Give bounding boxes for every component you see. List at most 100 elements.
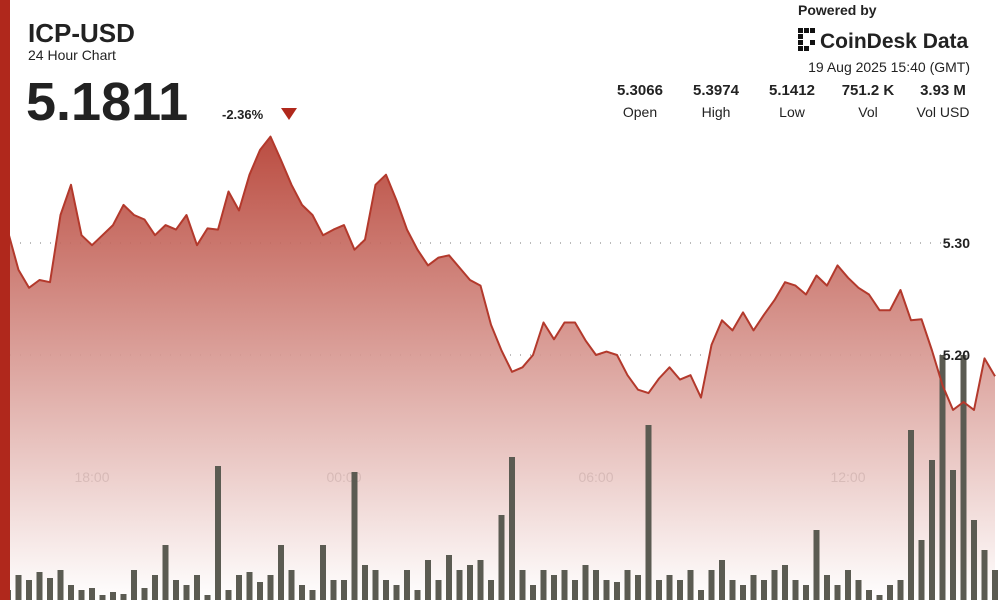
volume-bar bbox=[351, 472, 358, 600]
volume-bar bbox=[645, 425, 652, 600]
volume-bar bbox=[372, 570, 379, 600]
y-tick-label: 5.30 bbox=[943, 235, 970, 251]
down-arrow bbox=[281, 108, 297, 120]
volume-bar bbox=[57, 570, 64, 600]
volume-bar bbox=[666, 575, 673, 600]
volume-bar bbox=[278, 545, 284, 600]
volume-bar bbox=[341, 580, 347, 600]
volume-bar bbox=[582, 565, 589, 600]
stat-value: 5.3974 bbox=[693, 82, 740, 99]
volume-bar bbox=[687, 570, 694, 600]
logo-icon bbox=[798, 28, 815, 51]
volume-bar bbox=[362, 565, 368, 600]
price-area bbox=[10, 136, 995, 600]
volume-bar bbox=[908, 430, 914, 600]
volume-bar bbox=[204, 595, 211, 600]
volume-bar bbox=[950, 470, 956, 600]
volume-bar bbox=[698, 590, 704, 600]
volume-bar bbox=[10, 590, 11, 600]
volume-bar bbox=[866, 590, 872, 600]
volume-bar bbox=[887, 585, 893, 600]
volume-bar bbox=[845, 570, 851, 600]
volume-bar bbox=[960, 355, 967, 600]
volume-bar bbox=[26, 580, 32, 600]
volume-bar bbox=[992, 570, 998, 600]
change: -2.36% bbox=[222, 107, 264, 122]
volume-bar bbox=[68, 585, 74, 600]
volume-bar bbox=[320, 545, 326, 600]
price: 5.1811 bbox=[26, 72, 188, 132]
volume-bar bbox=[257, 582, 263, 600]
volume-bar bbox=[36, 572, 43, 600]
price-line bbox=[10, 135, 996, 411]
volume-bar bbox=[813, 530, 820, 600]
volume-bar bbox=[834, 585, 841, 600]
volume-bar bbox=[477, 560, 484, 600]
volume-bar bbox=[792, 580, 799, 600]
volume-bar bbox=[299, 585, 305, 600]
volume-bar bbox=[551, 575, 557, 600]
volume-bar bbox=[89, 588, 95, 600]
volume-bar bbox=[194, 575, 200, 600]
volume-bar bbox=[99, 595, 106, 600]
volume-bar bbox=[467, 565, 473, 600]
stat-label: Vol bbox=[858, 104, 877, 120]
volume-bar bbox=[519, 570, 526, 600]
volume-bar bbox=[456, 570, 463, 600]
volume-bar bbox=[740, 585, 746, 600]
volume-bar bbox=[803, 585, 809, 600]
volume-bar bbox=[719, 560, 725, 600]
volume-bar bbox=[540, 570, 547, 600]
volume-bar bbox=[624, 570, 631, 600]
volume-bar bbox=[561, 570, 568, 600]
volume-bar bbox=[152, 575, 158, 600]
volume-bar bbox=[593, 570, 599, 600]
volume-bar bbox=[236, 575, 242, 600]
volume-bar bbox=[288, 570, 295, 600]
volume-bar bbox=[425, 560, 431, 600]
volume-bar bbox=[246, 572, 253, 600]
volume-bar bbox=[530, 585, 536, 600]
volume-bar bbox=[414, 590, 421, 600]
stat-value: 5.3066 bbox=[617, 82, 663, 99]
volume-bar bbox=[876, 595, 883, 600]
volume-bar bbox=[971, 520, 977, 600]
volume-bar bbox=[393, 585, 400, 600]
volume-bar bbox=[771, 570, 778, 600]
volume-bar bbox=[509, 457, 515, 600]
volume-bar bbox=[225, 590, 232, 600]
volume-bar bbox=[782, 565, 788, 600]
volume-bar bbox=[981, 550, 988, 600]
volume-bar bbox=[614, 582, 620, 600]
volume-bar bbox=[855, 580, 862, 600]
volume-bar bbox=[183, 585, 190, 600]
volume-bar bbox=[750, 575, 757, 600]
volume-bar bbox=[498, 515, 505, 600]
volume-bar bbox=[572, 580, 578, 600]
volume-bar bbox=[656, 580, 662, 600]
subtitle: 24 Hour Chart bbox=[28, 47, 116, 63]
volume-bar bbox=[110, 592, 116, 600]
volume-bar bbox=[488, 580, 494, 600]
volume-bar bbox=[173, 580, 179, 600]
volume-bar bbox=[131, 570, 137, 600]
y-tick-label: 5.20 bbox=[943, 347, 970, 363]
volume-bar bbox=[635, 575, 641, 600]
volume-bar bbox=[761, 580, 767, 600]
volume-bar bbox=[15, 575, 22, 600]
volume-bar bbox=[603, 580, 610, 600]
volume-bar bbox=[267, 575, 274, 600]
volume-bar bbox=[162, 545, 169, 600]
title: ICP-USD bbox=[28, 18, 135, 48]
volume-bar bbox=[383, 580, 389, 600]
powered-by: Powered by bbox=[798, 2, 877, 18]
side-bar bbox=[0, 0, 10, 600]
volume-bar bbox=[120, 594, 127, 600]
volume-bar bbox=[929, 460, 935, 600]
stat-label: Vol USD bbox=[917, 104, 970, 120]
volume-bar bbox=[404, 570, 410, 600]
stat-label: High bbox=[702, 104, 731, 120]
volume-bar bbox=[939, 355, 946, 600]
volume-bar bbox=[141, 588, 148, 600]
